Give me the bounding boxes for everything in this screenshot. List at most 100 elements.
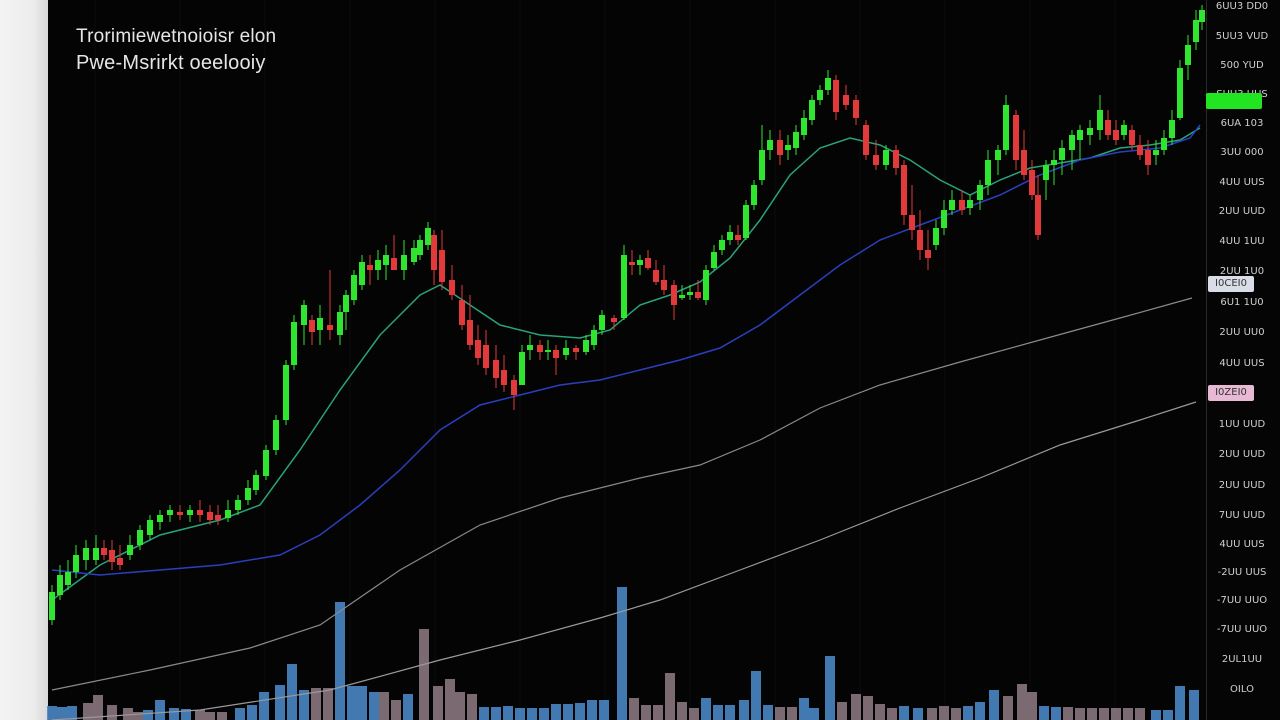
volume-bar	[181, 709, 191, 720]
moving-average-line-ma_long2	[51, 401, 1197, 720]
candle-body	[679, 295, 685, 298]
volume-bar	[913, 708, 923, 720]
candle-body	[1029, 170, 1035, 195]
volume-bar	[887, 708, 897, 720]
candle-body	[283, 365, 289, 420]
candle-body	[1145, 150, 1151, 165]
candle-body	[167, 510, 173, 515]
volume-bar	[863, 696, 873, 720]
candle-body	[1087, 128, 1093, 135]
candle-body	[1169, 120, 1175, 138]
volume-bar	[1111, 708, 1121, 720]
candle-body	[467, 320, 473, 345]
candle-body	[553, 350, 559, 358]
volume-bar	[419, 629, 429, 720]
volume-bar	[445, 679, 455, 720]
candle-body	[73, 555, 79, 572]
candle-body	[1105, 120, 1111, 135]
candle-body	[273, 420, 279, 450]
volume-bar	[107, 705, 117, 720]
price-tag-current	[1206, 93, 1262, 109]
candle-body	[817, 90, 823, 100]
candle-body	[137, 530, 143, 545]
candle-body	[391, 258, 397, 270]
volume-bar	[195, 710, 205, 720]
candle-body	[101, 548, 107, 555]
volume-bar	[875, 704, 885, 720]
candle-body	[777, 140, 783, 155]
candle-body	[563, 348, 569, 355]
volume-bar	[527, 708, 537, 720]
candle-body	[225, 510, 231, 518]
candle-body	[735, 235, 741, 240]
volume-bar	[1027, 692, 1037, 720]
volume-bar	[391, 700, 401, 720]
candle-body	[367, 265, 373, 270]
volume-bar	[551, 704, 561, 720]
candle-body	[57, 575, 63, 595]
volume-bar	[899, 706, 909, 720]
candle-body	[1153, 150, 1159, 155]
candle-body	[977, 185, 983, 200]
volume-bar	[155, 700, 165, 720]
volume-bar	[1135, 708, 1145, 720]
volume-bar	[641, 705, 651, 720]
volume-bar	[205, 712, 215, 720]
volume-bar	[379, 692, 389, 720]
candle-body	[1113, 130, 1119, 140]
volume-bar	[677, 702, 687, 720]
candle-body	[809, 100, 815, 120]
volume-bar	[1075, 708, 1085, 720]
candle-body	[197, 510, 203, 515]
volume-bar	[455, 692, 465, 720]
volume-bar	[67, 706, 77, 720]
volume-bar	[799, 698, 809, 720]
candle-body	[207, 512, 213, 520]
candle-body	[873, 155, 879, 165]
price-tick-label: 6UA 103	[1220, 118, 1264, 129]
volume-bar	[347, 686, 357, 720]
price-tick-label: 2UU UUD	[1218, 480, 1266, 491]
candle-body	[1003, 105, 1009, 150]
volume-bar	[323, 688, 333, 720]
volume-bar	[1087, 708, 1097, 720]
candle-body	[727, 232, 733, 240]
price-tick-label: 500 YUD	[1220, 60, 1264, 71]
candle-body	[573, 348, 579, 352]
volume-bar	[575, 703, 585, 720]
price-tick-label: 4UU UUS	[1219, 358, 1265, 369]
candle-body	[909, 215, 915, 230]
candle-body	[661, 280, 667, 290]
candle-body	[527, 345, 533, 350]
volume-bar	[169, 708, 179, 720]
candle-body	[215, 515, 221, 520]
volume-bar	[467, 694, 477, 720]
volume-bar	[809, 708, 819, 720]
volume-bar	[1099, 708, 1109, 720]
volume-bar	[539, 708, 549, 720]
candle-body	[901, 165, 907, 215]
candle-body	[751, 185, 757, 205]
candle-body	[127, 545, 133, 555]
price-axis[interactable]	[1206, 0, 1280, 720]
candle-body	[1043, 165, 1049, 180]
candle-body	[65, 572, 71, 585]
candle-body	[793, 132, 799, 148]
volume-bar	[851, 694, 861, 720]
volume-bar	[951, 708, 961, 720]
volume-bar	[217, 712, 227, 720]
moving-average-line-ma_fast	[51, 127, 1201, 601]
candle-body	[117, 558, 123, 565]
volume-bar	[629, 698, 639, 720]
volume-bar	[653, 705, 663, 720]
candle-body	[645, 258, 651, 268]
candle-body	[1121, 125, 1127, 135]
candle-body	[351, 275, 357, 300]
candle-body	[599, 315, 605, 330]
volume-bar	[275, 685, 285, 720]
volume-bar	[825, 656, 835, 720]
volume-bar	[963, 706, 973, 720]
volume-bar	[763, 705, 773, 720]
candle-body	[629, 262, 635, 265]
